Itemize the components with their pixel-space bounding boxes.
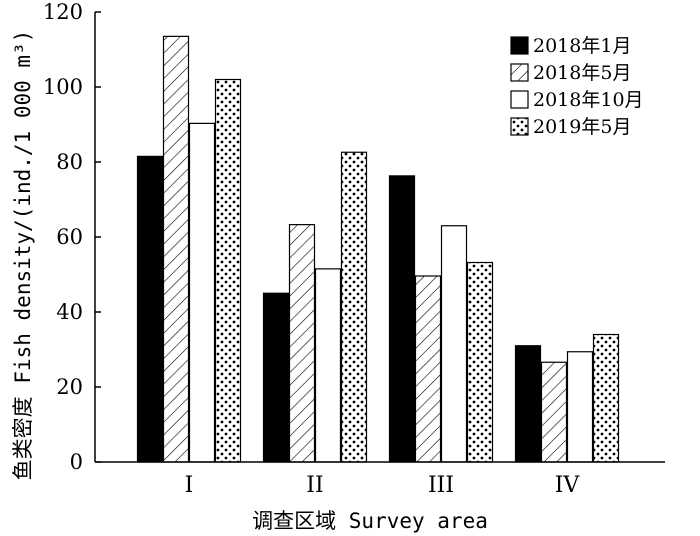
bar [314,268,342,463]
x-tick-label: I [185,473,194,498]
legend-swatch [510,90,529,109]
bar [188,122,216,463]
y-tick-label: 60 [56,225,83,249]
x-tick-label: III [428,473,454,498]
legend-swatch [510,63,529,82]
bar [540,361,568,463]
x-categories-group: I II III IV [185,473,581,498]
bar [566,351,594,463]
y-ticks-group: 0 20 40 60 80 100 120 [43,0,101,474]
y-tick-label: 120 [43,0,83,24]
y-tick-label: 100 [43,75,83,99]
bar [388,175,416,463]
bar [592,333,620,463]
bar [262,292,290,463]
bar [514,345,542,463]
x-tick-label: IV [555,473,581,498]
bar [136,155,164,463]
legend-label: 2019年5月 [533,116,631,138]
y-tick-label: 80 [56,150,83,174]
y-tick-label: 0 [70,450,83,474]
legend-swatch [510,36,529,55]
legend: 2018年1月 2018年5月 2018年10月 2019年5月 [510,35,644,138]
bar [466,261,494,463]
bar [162,35,190,463]
legend-label: 2018年1月 [533,35,631,57]
legend-label: 2018年5月 [533,62,631,84]
x-axis-title: 调查区域 Survey area [252,509,488,533]
x-tick-label: II [306,473,323,498]
bars-group [136,35,620,463]
bar [214,78,242,463]
bar [414,275,442,463]
legend-swatch [510,117,529,136]
y-axis-title: 鱼类密度 Fish density/(ind./1 000 m³) [11,30,35,481]
bar [288,224,316,463]
bar [340,151,368,463]
y-tick-label: 20 [56,375,83,399]
y-tick-label: 40 [56,300,83,324]
bar [440,225,468,463]
legend-label: 2018年10月 [533,89,644,111]
